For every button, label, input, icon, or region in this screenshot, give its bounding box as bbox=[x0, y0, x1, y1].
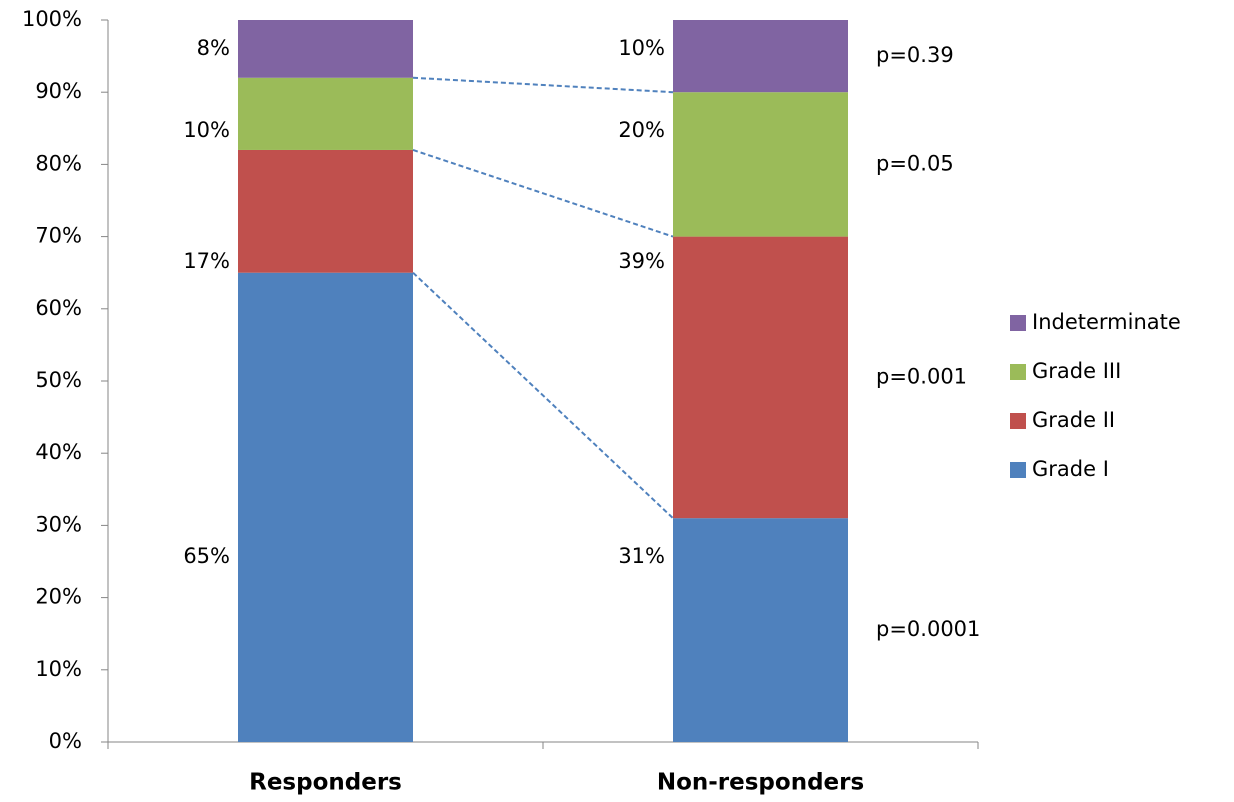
legend-label: Grade III bbox=[1032, 359, 1121, 383]
y-tick-label: 10% bbox=[35, 657, 82, 681]
y-tick-label: 50% bbox=[35, 368, 82, 392]
data-label: 10% bbox=[183, 118, 230, 142]
connector bbox=[412, 76, 674, 94]
y-tick-label: 20% bbox=[35, 585, 82, 609]
legend-swatch bbox=[1010, 315, 1026, 331]
data-label: 10% bbox=[618, 36, 665, 60]
y-tick-label: 40% bbox=[35, 440, 82, 464]
bar-segment bbox=[673, 236, 848, 519]
data-label: 8% bbox=[197, 36, 230, 60]
data-label: 17% bbox=[183, 249, 230, 273]
p-value: p=0.001 bbox=[876, 364, 967, 388]
p-value: p=0.39 bbox=[876, 43, 954, 67]
connector bbox=[412, 149, 674, 238]
y-tick-label: 80% bbox=[35, 151, 82, 175]
data-label: 39% bbox=[618, 249, 665, 273]
p-value: p=0.05 bbox=[876, 151, 954, 175]
y-tick-label: 60% bbox=[35, 296, 82, 320]
bar-segment bbox=[238, 77, 413, 150]
connector bbox=[412, 271, 674, 519]
bar-segment bbox=[673, 92, 848, 237]
data-label: 65% bbox=[183, 544, 230, 568]
data-label: 20% bbox=[618, 118, 665, 142]
bar-segment bbox=[673, 518, 848, 742]
x-tick-label: Responders bbox=[249, 770, 402, 796]
legend-label: Grade II bbox=[1032, 408, 1115, 432]
legend-swatch bbox=[1010, 364, 1026, 380]
legend-label: Indeterminate bbox=[1032, 310, 1181, 334]
data-label: 31% bbox=[618, 544, 665, 568]
y-tick-label: 90% bbox=[35, 79, 82, 103]
bar-segment bbox=[238, 20, 413, 78]
y-tick-label: 70% bbox=[35, 224, 82, 248]
legend-label: Grade I bbox=[1032, 457, 1109, 481]
x-tick-label: Non-responders bbox=[657, 770, 864, 796]
bar-segment bbox=[238, 149, 413, 273]
bar-segment bbox=[673, 20, 848, 93]
y-tick-label: 100% bbox=[22, 7, 82, 31]
legend-swatch bbox=[1010, 462, 1026, 478]
y-tick-label: 0% bbox=[49, 729, 82, 753]
bar-segment bbox=[238, 272, 413, 742]
legend-swatch bbox=[1010, 413, 1026, 429]
p-value: p=0.0001 bbox=[876, 617, 980, 641]
y-tick-label: 30% bbox=[35, 512, 82, 536]
